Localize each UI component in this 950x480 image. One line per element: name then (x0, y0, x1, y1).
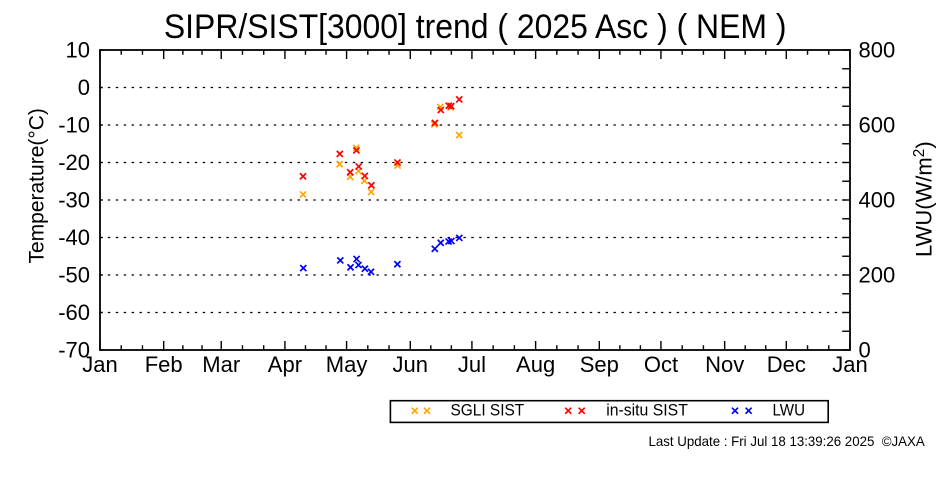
svg-text:0: 0 (78, 75, 90, 100)
svg-text:Mar: Mar (202, 352, 240, 377)
svg-text:-60: -60 (58, 300, 90, 325)
svg-text:Oct: Oct (644, 352, 678, 377)
svg-text:SIPR/SIST[3000] trend ( 2025 A: SIPR/SIST[3000] trend ( 2025 Asc ) ( NEM… (164, 8, 787, 46)
svg-text:Sep: Sep (580, 352, 619, 377)
svg-text:0: 0 (859, 338, 871, 363)
svg-text:Nov: Nov (705, 352, 744, 377)
svg-text:Apr: Apr (268, 352, 302, 377)
svg-text:-50: -50 (58, 263, 90, 288)
svg-text:-70: -70 (58, 338, 90, 363)
svg-text:10: 10 (66, 38, 90, 63)
svg-text:800: 800 (859, 38, 896, 63)
svg-text:-10: -10 (58, 113, 90, 138)
svg-text:Dec: Dec (767, 352, 806, 377)
svg-text:-40: -40 (58, 225, 90, 250)
svg-text:Jan: Jan (82, 352, 117, 377)
svg-text:Jun: Jun (393, 352, 428, 377)
svg-text:Last Update : Fri Jul 18 13:39: Last Update : Fri Jul 18 13:39:26 2025 ©… (649, 433, 926, 449)
svg-text:-30: -30 (58, 188, 90, 213)
svg-text:in-situ SIST: in-situ SIST (606, 402, 688, 420)
svg-text:600: 600 (859, 113, 896, 138)
svg-text:Aug: Aug (516, 352, 555, 377)
svg-text:400: 400 (859, 188, 896, 213)
svg-text:May: May (326, 352, 368, 377)
svg-text:Feb: Feb (145, 352, 183, 377)
svg-text:LWU(W/m2): LWU(W/m2) (911, 141, 937, 257)
svg-text:SGLI SIST: SGLI SIST (451, 402, 525, 420)
svg-text:-20: -20 (58, 150, 90, 175)
svg-text:Temperature(°C): Temperature(°C) (26, 108, 49, 263)
svg-text:Jul: Jul (458, 352, 486, 377)
svg-text:LWU: LWU (773, 402, 806, 420)
svg-text:200: 200 (859, 263, 896, 288)
svg-text:Jan: Jan (832, 352, 867, 377)
